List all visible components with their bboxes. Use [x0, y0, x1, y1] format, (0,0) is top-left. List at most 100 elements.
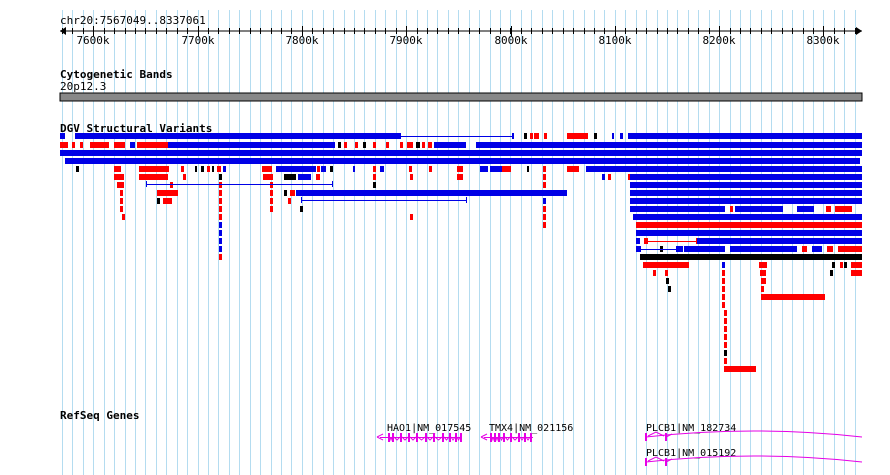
variant-feature[interactable] [270, 198, 273, 204]
variant-feature[interactable] [730, 246, 797, 252]
variant-feature[interactable] [75, 133, 79, 139]
variant-feature[interactable] [457, 174, 463, 180]
ruler[interactable]: 7600k 7700k 7800k 7900k 8000k 8100k 8200… [60, 26, 862, 47]
variant-feature[interactable] [643, 262, 689, 268]
variant-feature[interactable] [212, 166, 214, 172]
variant-feature[interactable] [410, 214, 413, 220]
variant-feature[interactable] [422, 142, 425, 148]
gene-label[interactable]: PLCB1|NM_182734 [646, 423, 736, 434]
variant-feature[interactable] [630, 206, 725, 212]
variant-feature[interactable] [543, 198, 546, 204]
variant-feature[interactable] [298, 174, 311, 180]
variant-feature[interactable] [832, 262, 835, 268]
variant-feature[interactable] [157, 198, 160, 204]
variant-feature[interactable] [543, 206, 546, 212]
variant-feature[interactable] [270, 206, 273, 212]
gene-label[interactable]: TMX4|NM_021156 [489, 423, 573, 434]
variant-feature[interactable] [355, 142, 358, 148]
variant-feature[interactable] [181, 166, 184, 172]
variant-feature[interactable] [114, 142, 125, 148]
variant-feature[interactable] [120, 198, 123, 204]
variant-feature[interactable] [380, 166, 384, 172]
variant-feature[interactable] [722, 262, 725, 268]
variant-feature[interactable] [802, 246, 807, 252]
variant-feature[interactable] [480, 166, 488, 172]
variant-feature[interactable] [219, 222, 222, 228]
variant-feature[interactable] [735, 206, 783, 212]
variant-feature[interactable] [330, 166, 333, 172]
variant-feature[interactable] [122, 214, 125, 220]
dgv-features[interactable] [60, 133, 862, 372]
variant-feature[interactable] [851, 270, 862, 276]
variant-feature[interactable] [838, 246, 862, 252]
variant-feature[interactable] [219, 254, 222, 260]
variant-feature[interactable] [543, 182, 546, 188]
variant-feature[interactable] [207, 166, 210, 172]
variant-feature[interactable] [543, 174, 546, 180]
variant-feature[interactable] [851, 262, 862, 268]
gene-label[interactable]: PLCB1|NM_015192 [646, 448, 736, 459]
variant-feature[interactable] [722, 302, 725, 308]
variant-feature[interactable] [410, 174, 413, 180]
variant-feature[interactable] [201, 166, 204, 172]
variant-feature[interactable] [65, 158, 860, 164]
variant-feature[interactable] [321, 166, 326, 172]
variant-feature[interactable] [219, 174, 222, 180]
variant-feature[interactable] [338, 142, 341, 148]
variant-feature[interactable] [262, 166, 272, 172]
variant-feature[interactable] [434, 142, 466, 148]
variant-feature[interactable] [263, 174, 273, 180]
variant-feature[interactable] [353, 166, 355, 172]
variant-feature[interactable] [812, 246, 822, 252]
variant-feature[interactable] [696, 238, 862, 244]
variant-feature[interactable] [219, 230, 222, 236]
variant-feature[interactable] [400, 142, 403, 148]
variant-feature[interactable] [760, 270, 766, 276]
variant-feature[interactable] [602, 174, 605, 180]
variant-feature[interactable] [139, 174, 168, 180]
gene-plcb1-b[interactable] [645, 455, 863, 466]
variant-feature[interactable] [530, 133, 533, 139]
variant-feature[interactable] [219, 246, 222, 252]
variant-feature[interactable] [724, 326, 727, 332]
variant-feature[interactable] [630, 190, 862, 196]
variant-feature[interactable] [219, 238, 222, 244]
variant-feature[interactable] [363, 142, 366, 148]
variant-feature[interactable] [567, 166, 579, 172]
variant-feature[interactable] [722, 270, 725, 276]
variant-feature[interactable] [490, 166, 502, 172]
variant-feature[interactable] [666, 278, 669, 284]
variant-feature[interactable] [826, 206, 831, 212]
variant-feature[interactable] [284, 174, 296, 180]
variant-feature[interactable] [544, 133, 547, 139]
variant-feature[interactable] [219, 214, 222, 220]
variant-feature[interactable] [797, 206, 814, 212]
variant-feature[interactable] [534, 133, 539, 139]
variant-feature[interactable] [840, 262, 843, 268]
variant-feature[interactable] [296, 190, 567, 196]
variant-feature[interactable] [60, 133, 65, 139]
variant-feature[interactable] [724, 350, 727, 356]
refseq-track[interactable]: RefSeq Genes HAO1|NM_017545 TMX4|NM_0211… [60, 409, 863, 466]
variant-feature[interactable] [223, 166, 226, 172]
variant-feature[interactable] [429, 166, 432, 172]
variant-feature[interactable] [76, 166, 79, 172]
variant-feature[interactable] [219, 190, 222, 196]
variant-feature[interactable] [457, 166, 463, 172]
variant-feature[interactable] [428, 142, 432, 148]
variant-feature[interactable] [640, 254, 862, 260]
variant-feature[interactable] [543, 214, 546, 220]
variant-feature[interactable] [137, 142, 168, 148]
variant-feature[interactable] [724, 358, 727, 364]
gene-hao1[interactable] [376, 433, 462, 442]
variant-feature[interactable] [730, 206, 733, 212]
variant-feature[interactable] [827, 246, 833, 252]
variant-feature[interactable] [527, 166, 529, 172]
variant-feature[interactable] [130, 142, 135, 148]
variant-feature[interactable] [373, 182, 376, 188]
variant-feature[interactable] [630, 182, 862, 188]
variant-feature[interactable] [761, 286, 764, 292]
variant-feature[interactable] [761, 278, 766, 284]
variant-feature[interactable] [80, 142, 83, 148]
